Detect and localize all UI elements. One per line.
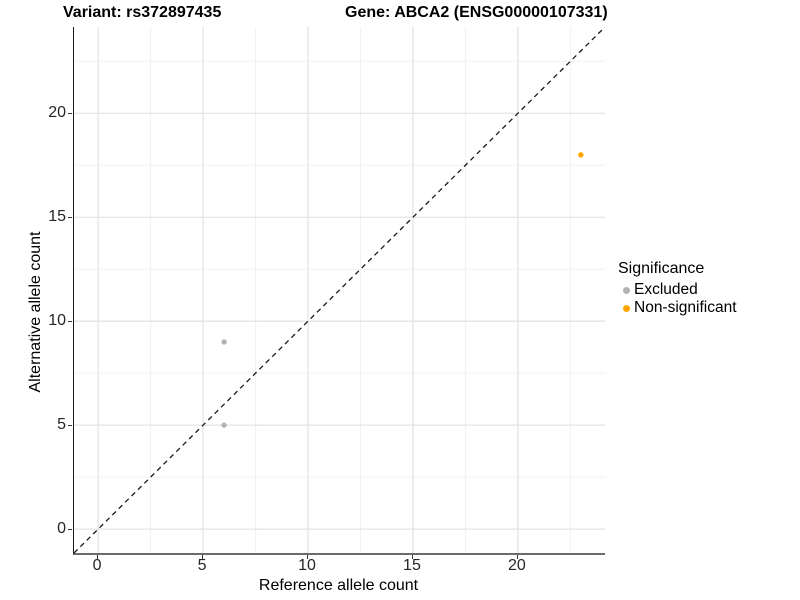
legend-key-dot-icon bbox=[623, 286, 630, 294]
y-tick-label: 5 bbox=[57, 416, 66, 434]
plot-title-variant: Variant: rs372897435 bbox=[63, 4, 222, 21]
x-tick-label: 0 bbox=[92, 557, 102, 574]
x-tick-mark bbox=[411, 555, 413, 559]
legend-items: Excluded Non-significant bbox=[618, 281, 737, 317]
plot-title-gene: Gene: ABCA2 (ENSG00000107331) bbox=[345, 4, 608, 21]
y-tick-label: 0 bbox=[57, 520, 66, 538]
y-tick-mark bbox=[68, 529, 72, 531]
x-tick-label: 5 bbox=[197, 557, 207, 574]
y-tick-label: 10 bbox=[48, 312, 66, 330]
identity-reference-line bbox=[74, 27, 605, 553]
y-tick-mark bbox=[68, 113, 72, 115]
legend-key-dot-icon bbox=[623, 304, 630, 312]
legend-title: Significance bbox=[618, 260, 705, 277]
legend-item-label: Excluded bbox=[634, 281, 698, 298]
plot-panel bbox=[73, 27, 605, 555]
x-tick-mark bbox=[202, 555, 204, 559]
data-point-non-significant bbox=[578, 152, 584, 158]
legend: Significance Excluded Non-significant bbox=[618, 260, 737, 317]
x-axis-title: Reference allele count bbox=[258, 577, 419, 594]
x-tick-label: 10 bbox=[298, 557, 316, 574]
x-tick-label: 20 bbox=[507, 557, 526, 574]
legend-item-label: Non-significant bbox=[634, 299, 737, 316]
data-point-excluded bbox=[221, 422, 227, 428]
data-point-excluded bbox=[221, 339, 227, 345]
plot-canvas bbox=[74, 27, 605, 553]
y-axis-title: Alternative allele count bbox=[27, 231, 44, 393]
legend-item-excluded: Excluded bbox=[618, 281, 737, 299]
y-tick-mark bbox=[68, 321, 72, 323]
x-tick-mark bbox=[97, 555, 99, 559]
x-tick-mark bbox=[307, 555, 309, 559]
legend-item-non-significant: Non-significant bbox=[618, 299, 737, 317]
y-tick-mark bbox=[68, 425, 72, 427]
y-tick-label: 20 bbox=[48, 104, 66, 122]
x-tick-mark bbox=[516, 555, 518, 559]
y-tick-mark bbox=[68, 217, 72, 219]
x-tick-label: 15 bbox=[403, 557, 421, 574]
y-tick-label: 15 bbox=[48, 208, 66, 226]
